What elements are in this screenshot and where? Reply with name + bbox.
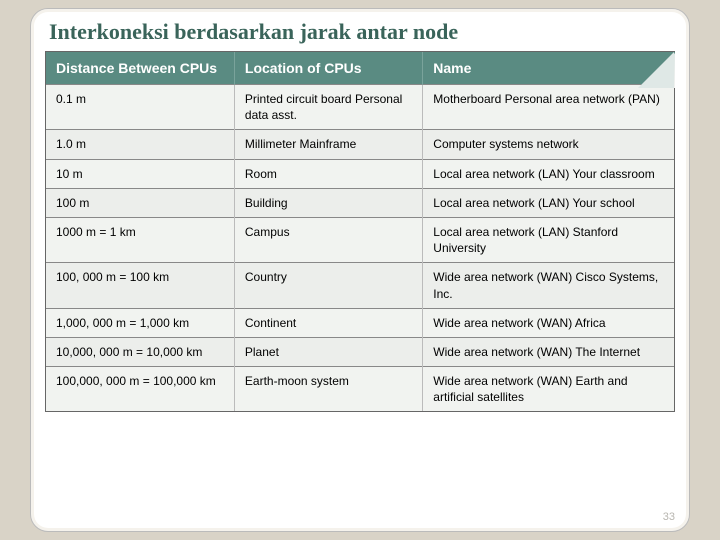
cell-location: Planet: [234, 337, 422, 366]
table-row: 1000 m = 1 km Campus Local area network …: [46, 217, 674, 262]
cell-name: Wide area network (WAN) Cisco Systems, I…: [423, 263, 674, 308]
cell-distance: 100 m: [46, 188, 234, 217]
cell-name: Motherboard Personal area network (PAN): [423, 85, 674, 130]
table-body: 0.1 m Printed circuit board Personal dat…: [46, 85, 674, 412]
cell-distance: 100,000, 000 m = 100,000 km: [46, 367, 234, 412]
cell-location: Printed circuit board Personal data asst…: [234, 85, 422, 130]
cell-name: Local area network (LAN) Stanford Univer…: [423, 217, 674, 262]
slide-frame: Interkoneksi berdasarkan jarak antar nod…: [30, 8, 690, 532]
cell-name: Local area network (LAN) Your school: [423, 188, 674, 217]
cell-name: Wide area network (WAN) Africa: [423, 308, 674, 337]
cell-location: Campus: [234, 217, 422, 262]
table-row: 0.1 m Printed circuit board Personal dat…: [46, 85, 674, 130]
table-row: 100 m Building Local area network (LAN) …: [46, 188, 674, 217]
table-row: 1,000, 000 m = 1,000 km Continent Wide a…: [46, 308, 674, 337]
cell-name: Computer systems network: [423, 130, 674, 159]
cell-distance: 10 m: [46, 159, 234, 188]
table-container: Distance Between CPUs Location of CPUs N…: [45, 51, 675, 412]
col-header-name-text: Name: [433, 60, 471, 76]
table-row: 100, 000 m = 100 km Country Wide area ne…: [46, 263, 674, 308]
page-number: 33: [663, 511, 675, 523]
cell-location: Continent: [234, 308, 422, 337]
cell-name: Local area network (LAN) Your classroom: [423, 159, 674, 188]
cell-location: Country: [234, 263, 422, 308]
cell-distance: 1000 m = 1 km: [46, 217, 234, 262]
cell-location: Room: [234, 159, 422, 188]
cell-distance: 1,000, 000 m = 1,000 km: [46, 308, 234, 337]
cell-name: Wide area network (WAN) The Internet: [423, 337, 674, 366]
cell-distance: 0.1 m: [46, 85, 234, 130]
slide-title: Interkoneksi berdasarkan jarak antar nod…: [45, 19, 675, 45]
col-header-location: Location of CPUs: [234, 52, 422, 85]
cell-location: Building: [234, 188, 422, 217]
cell-distance: 100, 000 m = 100 km: [46, 263, 234, 308]
cell-location: Earth-moon system: [234, 367, 422, 412]
table-row: 1.0 m Millimeter Mainframe Computer syst…: [46, 130, 674, 159]
table-header-row: Distance Between CPUs Location of CPUs N…: [46, 52, 674, 85]
cell-name: Wide area network (WAN) Earth and artifi…: [423, 367, 674, 412]
table-row: 10 m Room Local area network (LAN) Your …: [46, 159, 674, 188]
col-header-distance: Distance Between CPUs: [46, 52, 234, 85]
cell-location: Millimeter Mainframe: [234, 130, 422, 159]
cell-distance: 10,000, 000 m = 10,000 km: [46, 337, 234, 366]
table-row: 100,000, 000 m = 100,000 km Earth-moon s…: [46, 367, 674, 412]
interconnection-table: Distance Between CPUs Location of CPUs N…: [46, 52, 674, 411]
col-header-name: Name: [423, 52, 674, 85]
cell-distance: 1.0 m: [46, 130, 234, 159]
page-curl-icon: [641, 52, 675, 88]
table-row: 10,000, 000 m = 10,000 km Planet Wide ar…: [46, 337, 674, 366]
